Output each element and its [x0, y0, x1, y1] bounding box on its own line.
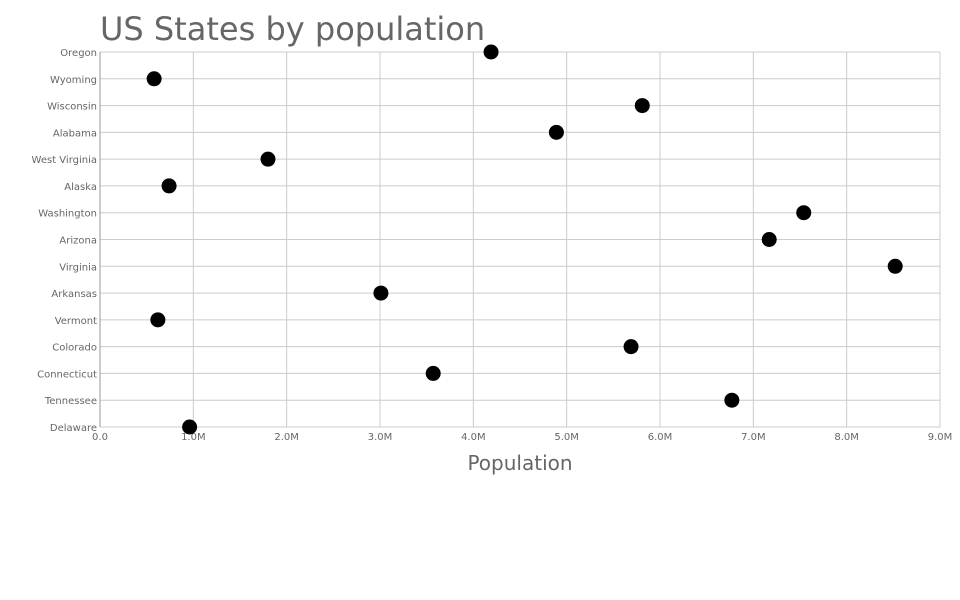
y-tick-labels: Oregon Wyoming Wisconsin Alabama West Virgin… — [32, 48, 98, 434]
x-tick-label: 2.0M — [274, 432, 299, 443]
x-tick-labels: 0.0 1.0M 2.0M 3.0M 4.0M 5.0M 6.0M 7.0M 8.0M 9.0M — [92, 432, 952, 443]
x-tick-label: 9.0M — [928, 432, 953, 443]
data-point — [150, 312, 166, 328]
data-point — [548, 124, 564, 140]
data-point — [373, 285, 389, 301]
data-point — [260, 151, 276, 167]
y-tick-label: Oregon — [60, 48, 97, 59]
data-point — [634, 98, 650, 114]
x-tick-label: 6.0M — [648, 432, 673, 443]
chart-title: US States by population — [100, 10, 485, 48]
x-tick-label: 4.0M — [461, 432, 486, 443]
y-tick-label: Wisconsin — [47, 102, 97, 113]
data-point — [146, 71, 162, 87]
data-point — [483, 44, 499, 60]
data-point — [182, 419, 198, 435]
y-tick-label: Arkansas — [51, 289, 97, 300]
x-axis-title: Population — [467, 451, 572, 475]
x-tick-label: 7.0M — [741, 432, 766, 443]
y-tick-label: Arizona — [59, 236, 97, 247]
data-point — [623, 339, 639, 355]
y-tick-label: Delaware — [50, 423, 97, 434]
data-point — [425, 365, 441, 381]
data-point — [724, 392, 740, 408]
data-point — [887, 258, 903, 274]
data-point — [161, 178, 177, 194]
y-tick-label: Alabama — [53, 128, 97, 139]
y-tick-label: West Virginia — [32, 155, 97, 166]
data-point — [761, 232, 777, 247]
x-tick-label: 5.0M — [554, 432, 579, 443]
y-tick-label: Tennessee — [44, 396, 97, 407]
y-tick-label: Wyoming — [50, 75, 97, 86]
x-tick-label: 1.0M — [181, 432, 206, 443]
y-tick-label: Alaska — [64, 182, 97, 193]
y-tick-label: Washington — [38, 209, 97, 220]
data-point — [796, 205, 812, 221]
y-tick-label: Vermont — [55, 316, 97, 327]
grid — [99, 51, 941, 428]
x-tick-label: 8.0M — [834, 432, 859, 443]
x-tick-label: 0.0 — [92, 432, 108, 443]
x-tick-label: 3.0M — [368, 432, 393, 443]
y-tick-label: Colorado — [52, 343, 97, 354]
y-tick-label: Connecticut — [37, 369, 97, 380]
data-points — [146, 44, 903, 435]
y-tick-label: Virginia — [59, 262, 97, 273]
